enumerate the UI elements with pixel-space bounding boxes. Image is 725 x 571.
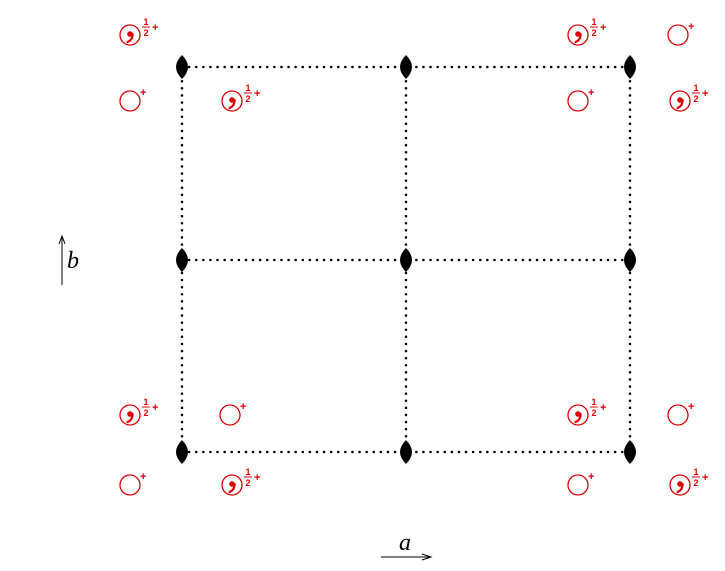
fraction-numerator: 1 <box>693 83 698 93</box>
fraction-numerator: 1 <box>245 83 250 93</box>
circle-comma-icon <box>221 474 243 496</box>
fraction-numerator: 1 <box>245 467 250 477</box>
position-enantiomer: 12 + <box>669 83 708 112</box>
comma-tail <box>126 412 134 424</box>
circle-icon <box>567 474 589 496</box>
fraction-numerator: 1 <box>143 397 148 407</box>
plus-sign: + <box>140 87 146 99</box>
comma-dot <box>677 481 683 487</box>
position-enantiomer: 12 + <box>221 83 260 112</box>
axis-b: b <box>58 234 79 285</box>
plus-sign: + <box>702 472 708 484</box>
circle-comma-icon <box>567 404 589 426</box>
fraction-numerator: 1 <box>143 17 148 27</box>
twofold-axis-icon <box>176 55 188 79</box>
comma-dot <box>127 31 133 37</box>
twofold-axis-icon <box>624 55 636 79</box>
plus-sign: + <box>240 401 246 413</box>
comma-dot <box>229 481 235 487</box>
position-plain: + <box>119 87 146 112</box>
circle-comma-icon <box>567 24 589 46</box>
position-plain: + <box>667 21 694 46</box>
comma-tail <box>574 412 582 424</box>
plus-sign: + <box>152 22 158 34</box>
fraction-numerator: 1 <box>591 17 596 27</box>
twofold-axis-icon <box>176 440 188 464</box>
axis-b-label: b <box>67 248 79 274</box>
comma-dot <box>575 411 581 417</box>
twofold-axis-icon <box>624 248 636 272</box>
circle-comma-icon <box>669 90 691 112</box>
fraction-numerator: 1 <box>591 397 596 407</box>
comma-tail <box>676 98 684 110</box>
position-plain: + <box>567 471 594 496</box>
comma-tail <box>228 482 236 494</box>
plus-sign: + <box>254 472 260 484</box>
circle-comma-icon <box>221 90 243 112</box>
twofold-axis-icon <box>400 248 412 272</box>
comma-dot <box>127 411 133 417</box>
arrowhead-icon <box>58 234 66 245</box>
plus-sign: + <box>600 22 606 34</box>
twofold-axis-icon <box>400 440 412 464</box>
position-plain: + <box>667 401 694 426</box>
twofold-axis-icon <box>400 55 412 79</box>
plus-sign: + <box>588 471 594 483</box>
fraction-denominator: 2 <box>143 408 148 418</box>
circle-comma-icon <box>119 24 141 46</box>
fraction-denominator: 2 <box>245 94 250 104</box>
circle-comma-icon <box>119 404 141 426</box>
twofold-axis-icon <box>176 248 188 272</box>
comma-dot <box>677 97 683 103</box>
fraction-denominator: 2 <box>143 28 148 38</box>
comma-tail <box>228 98 236 110</box>
circle-icon <box>667 404 689 426</box>
position-plain: + <box>219 401 246 426</box>
general-positions: 12 +12 +12 +12 +12 +12 +12 +12 +++ ++ ++ + <box>119 17 708 496</box>
fraction-denominator: 2 <box>693 478 698 488</box>
position-enantiomer: 12 + <box>567 17 606 46</box>
comma-dot <box>229 97 235 103</box>
fraction-denominator: 2 <box>245 478 250 488</box>
fraction-denominator: 2 <box>591 408 596 418</box>
plus-sign: + <box>600 402 606 414</box>
plus-sign: + <box>254 88 260 100</box>
position-plain: + <box>567 87 594 112</box>
circle-icon <box>567 90 589 112</box>
fraction-denominator: 2 <box>693 94 698 104</box>
axis-a: a <box>381 530 433 561</box>
circle-icon <box>667 24 689 46</box>
plus-sign: + <box>688 401 694 413</box>
plus-sign: + <box>588 87 594 99</box>
position-enantiomer: 12 + <box>669 467 708 496</box>
position-enantiomer: 12 + <box>221 467 260 496</box>
comma-dot <box>575 31 581 37</box>
twofold-axis-icon <box>624 440 636 464</box>
circle-icon <box>219 404 241 426</box>
circle-icon <box>119 90 141 112</box>
plus-sign: + <box>702 88 708 100</box>
axis-a-label: a <box>399 530 411 556</box>
position-enantiomer: 12 + <box>119 397 158 426</box>
arrowhead-icon <box>421 553 433 561</box>
fraction-denominator: 2 <box>591 28 596 38</box>
comma-tail <box>126 32 134 44</box>
circle-icon <box>119 474 141 496</box>
position-enantiomer: 12 + <box>567 397 606 426</box>
position-plain: + <box>119 471 146 496</box>
comma-tail <box>574 32 582 44</box>
plus-sign: + <box>140 471 146 483</box>
fraction-numerator: 1 <box>693 467 698 477</box>
circle-comma-icon <box>669 474 691 496</box>
twofold-axes <box>176 55 636 464</box>
plus-sign: + <box>688 21 694 33</box>
plus-sign: + <box>152 402 158 414</box>
comma-tail <box>676 482 684 494</box>
position-enantiomer: 12 + <box>119 17 158 46</box>
